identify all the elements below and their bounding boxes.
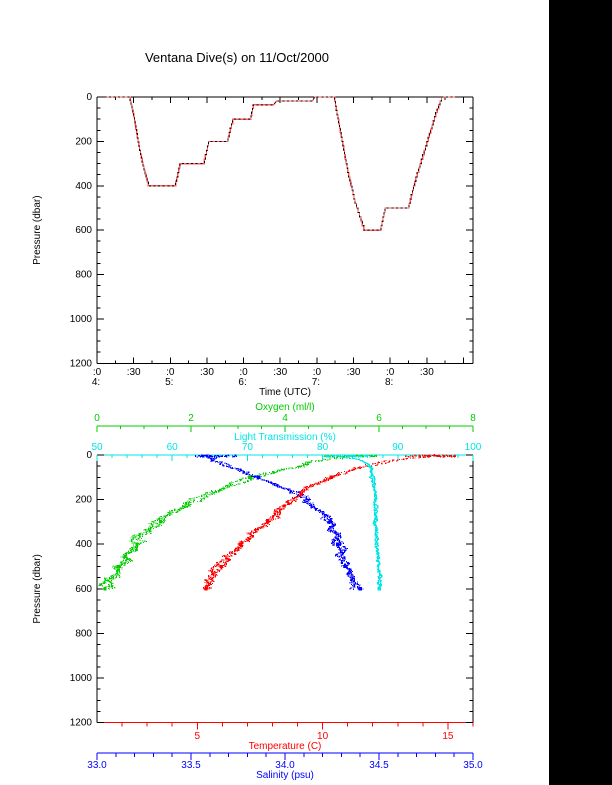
tick-label: 6 — [376, 413, 382, 424]
tick-label: 80 — [317, 442, 329, 453]
pressure-axis-title: Pressure (dbar) — [32, 554, 43, 623]
salinity-scatter — [194, 454, 364, 590]
tick-label: 400 — [75, 539, 92, 550]
page-title: Ventana Dive(s) on 11/Oct/2000 — [144, 50, 330, 65]
oxygen-markers — [103, 475, 252, 591]
tick-label: 200 — [75, 136, 92, 147]
tick-label: :0 — [239, 367, 248, 378]
tick-label: 60 — [167, 442, 179, 453]
tick-label: 34.5 — [369, 760, 389, 771]
tick-label: 15 — [442, 731, 454, 742]
tick-label: 35.0 — [463, 760, 483, 771]
tick-label: :0 — [386, 367, 395, 378]
tick-label: :30 — [347, 367, 361, 378]
tick-label: 70 — [242, 442, 254, 453]
tick-label: 100 — [465, 442, 482, 453]
tick-label: :30 — [200, 367, 214, 378]
tick-label: 0 — [86, 450, 92, 461]
top-pressure-axis: 0 200 400 600 800 1000 1200 Pressure (dbar) — [32, 92, 473, 369]
tick-label: 5 — [194, 731, 200, 742]
right-black-bar — [549, 0, 612, 785]
tick-label: 1200 — [70, 718, 93, 729]
tick-label: 0 — [94, 413, 100, 424]
hour-label: 5: — [165, 377, 173, 388]
tick-label: :30 — [420, 367, 434, 378]
time-axis-title: Time (UTC) — [259, 387, 311, 398]
temperature-markers — [204, 475, 334, 591]
transmission-axis: 50 60 70 80 90 100 Light Transmission (%) — [91, 432, 482, 461]
salinity-axis-title: Salinity (psu) — [256, 770, 314, 781]
dive-profile-line — [104, 96, 457, 231]
tick-label: 600 — [75, 225, 92, 236]
hour-label: 4: — [92, 377, 100, 388]
tick-label: :30 — [127, 367, 141, 378]
transmission-scatter — [323, 454, 383, 590]
tick-label: 33.0 — [87, 760, 107, 771]
tick-label: 1200 — [70, 358, 93, 369]
hour-label: 7: — [312, 377, 320, 388]
bottom-chart: 0 200 400 600 800 1000 1200 Pressure (dbar) 0 2 4 6… — [32, 402, 483, 781]
top-chart-frame — [96, 96, 474, 364]
bottom-chart-frame — [96, 454, 474, 724]
tick-label: 200 — [75, 495, 92, 506]
salinity-markers — [256, 475, 362, 591]
tick-label: 1000 — [70, 673, 93, 684]
tick-label: 1000 — [70, 314, 93, 325]
transmission-markers — [377, 587, 382, 591]
transmission-axis-title: Light Transmission (%) — [234, 432, 336, 443]
tick-label: :30 — [273, 367, 287, 378]
hour-label: 6: — [238, 377, 246, 388]
tick-label: 50 — [91, 442, 103, 453]
bottom-pressure-axis: 0 200 400 600 800 1000 1200 Pressure (dbar) — [32, 450, 473, 729]
temperature-axis-title: Temperature (C) — [249, 741, 322, 752]
tick-label: 600 — [75, 584, 92, 595]
tick-label: :0 — [93, 367, 102, 378]
tick-label: 2 — [188, 413, 194, 424]
oxygen-scatter — [98, 454, 377, 590]
tick-label: 4 — [282, 413, 288, 424]
tick-label: 400 — [75, 181, 92, 192]
hour-label: 8: — [385, 377, 393, 388]
top-chart: :04::30:05::30:06::30:07::30:08::30Time … — [32, 92, 474, 398]
tick-label: 800 — [75, 270, 92, 281]
tick-label: 34.0 — [275, 760, 295, 771]
tick-label: 33.5 — [181, 760, 201, 771]
oxygen-axis: 0 2 4 6 8 Oxygen (ml/l) — [94, 402, 476, 432]
temperature-axis: 5 10 15 Temperature (C) — [121, 722, 474, 752]
tick-label: 90 — [392, 442, 404, 453]
temperature-scatter — [202, 454, 456, 590]
oxygen-axis-title: Oxygen (ml/l) — [255, 402, 314, 413]
tick-label: 800 — [75, 628, 92, 639]
time-axis: :04::30:05::30:06::30:07::30:08::30Time … — [92, 97, 464, 398]
tick-label: 10 — [317, 731, 329, 742]
tick-label: 8 — [470, 413, 476, 424]
tick-label: :0 — [166, 367, 175, 378]
salinity-axis: 33.0 33.5 34.0 34.5 35.0 Salinity (psu) — [87, 752, 483, 781]
tick-label: 0 — [86, 92, 92, 103]
tick-label: :0 — [313, 367, 322, 378]
pressure-axis-title: Pressure (dbar) — [32, 195, 43, 264]
